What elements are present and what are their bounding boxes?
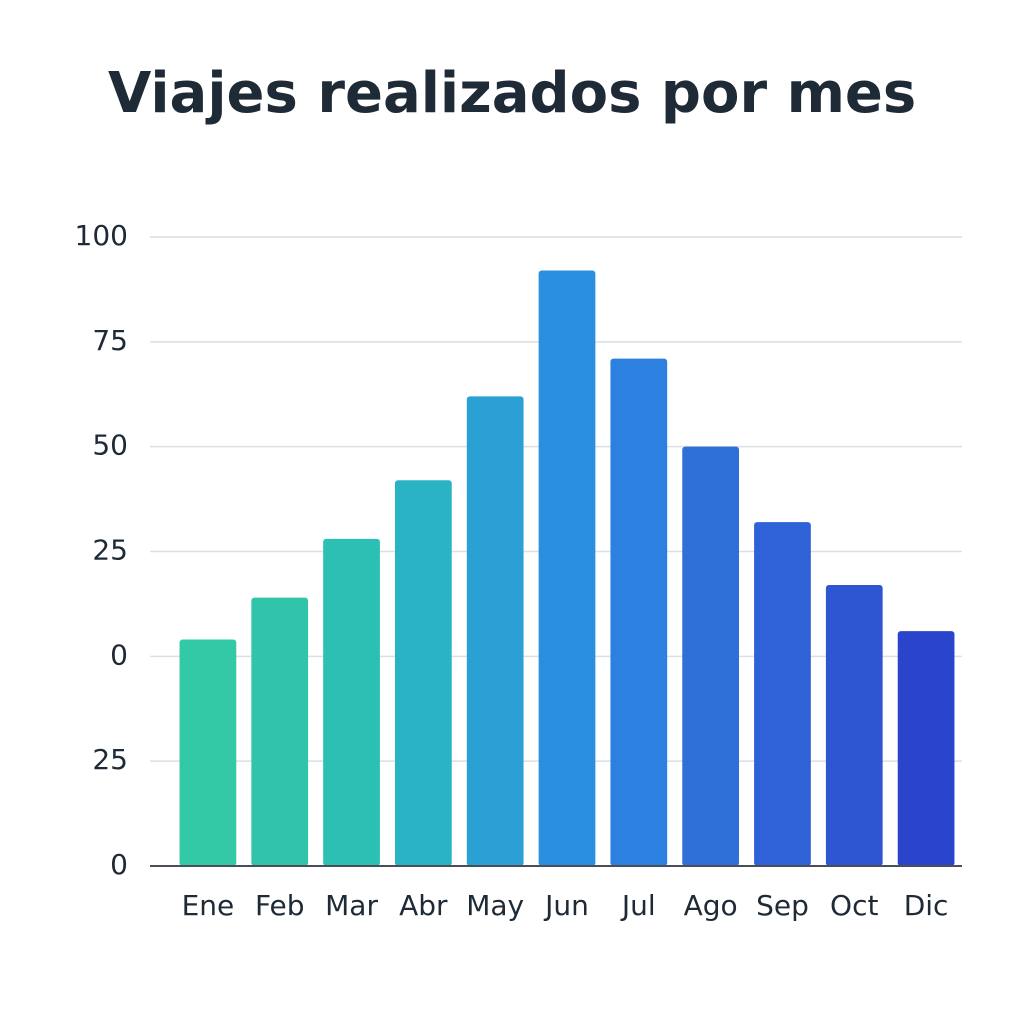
bar — [251, 597, 309, 866]
bar — [394, 480, 452, 866]
bar — [538, 270, 596, 867]
bar — [466, 396, 524, 866]
bar — [323, 538, 380, 866]
y-tick-label: 50 — [92, 429, 128, 462]
bar — [682, 446, 740, 866]
bar — [825, 585, 883, 866]
y-tick-label: 100 — [75, 219, 128, 252]
bar — [897, 631, 955, 866]
x-tick-label: Jul — [620, 889, 656, 922]
y-tick-label: 25 — [92, 534, 128, 567]
chart-title: Viajes realizados por mes — [108, 61, 916, 126]
x-tick-label: Ago — [684, 889, 738, 922]
x-tick-label: Oct — [830, 889, 878, 922]
x-tick-label: May — [466, 889, 524, 922]
y-tick-label: 0 — [110, 848, 128, 881]
bar — [179, 639, 237, 866]
bar — [610, 358, 668, 866]
x-tick-label: Ene — [182, 889, 235, 922]
x-tick-label: Feb — [255, 889, 305, 922]
y-tick-label: 75 — [92, 324, 128, 357]
x-tick-label: Mar — [325, 889, 378, 922]
bar — [754, 522, 811, 866]
x-tick-label: Jun — [543, 889, 589, 922]
y-tick-label: 25 — [92, 743, 128, 776]
x-tick-label: Dic — [904, 889, 949, 922]
y-tick-label: 0 — [110, 638, 128, 671]
x-tick-label: Abr — [399, 889, 448, 922]
x-tick-label: Sep — [756, 889, 809, 922]
